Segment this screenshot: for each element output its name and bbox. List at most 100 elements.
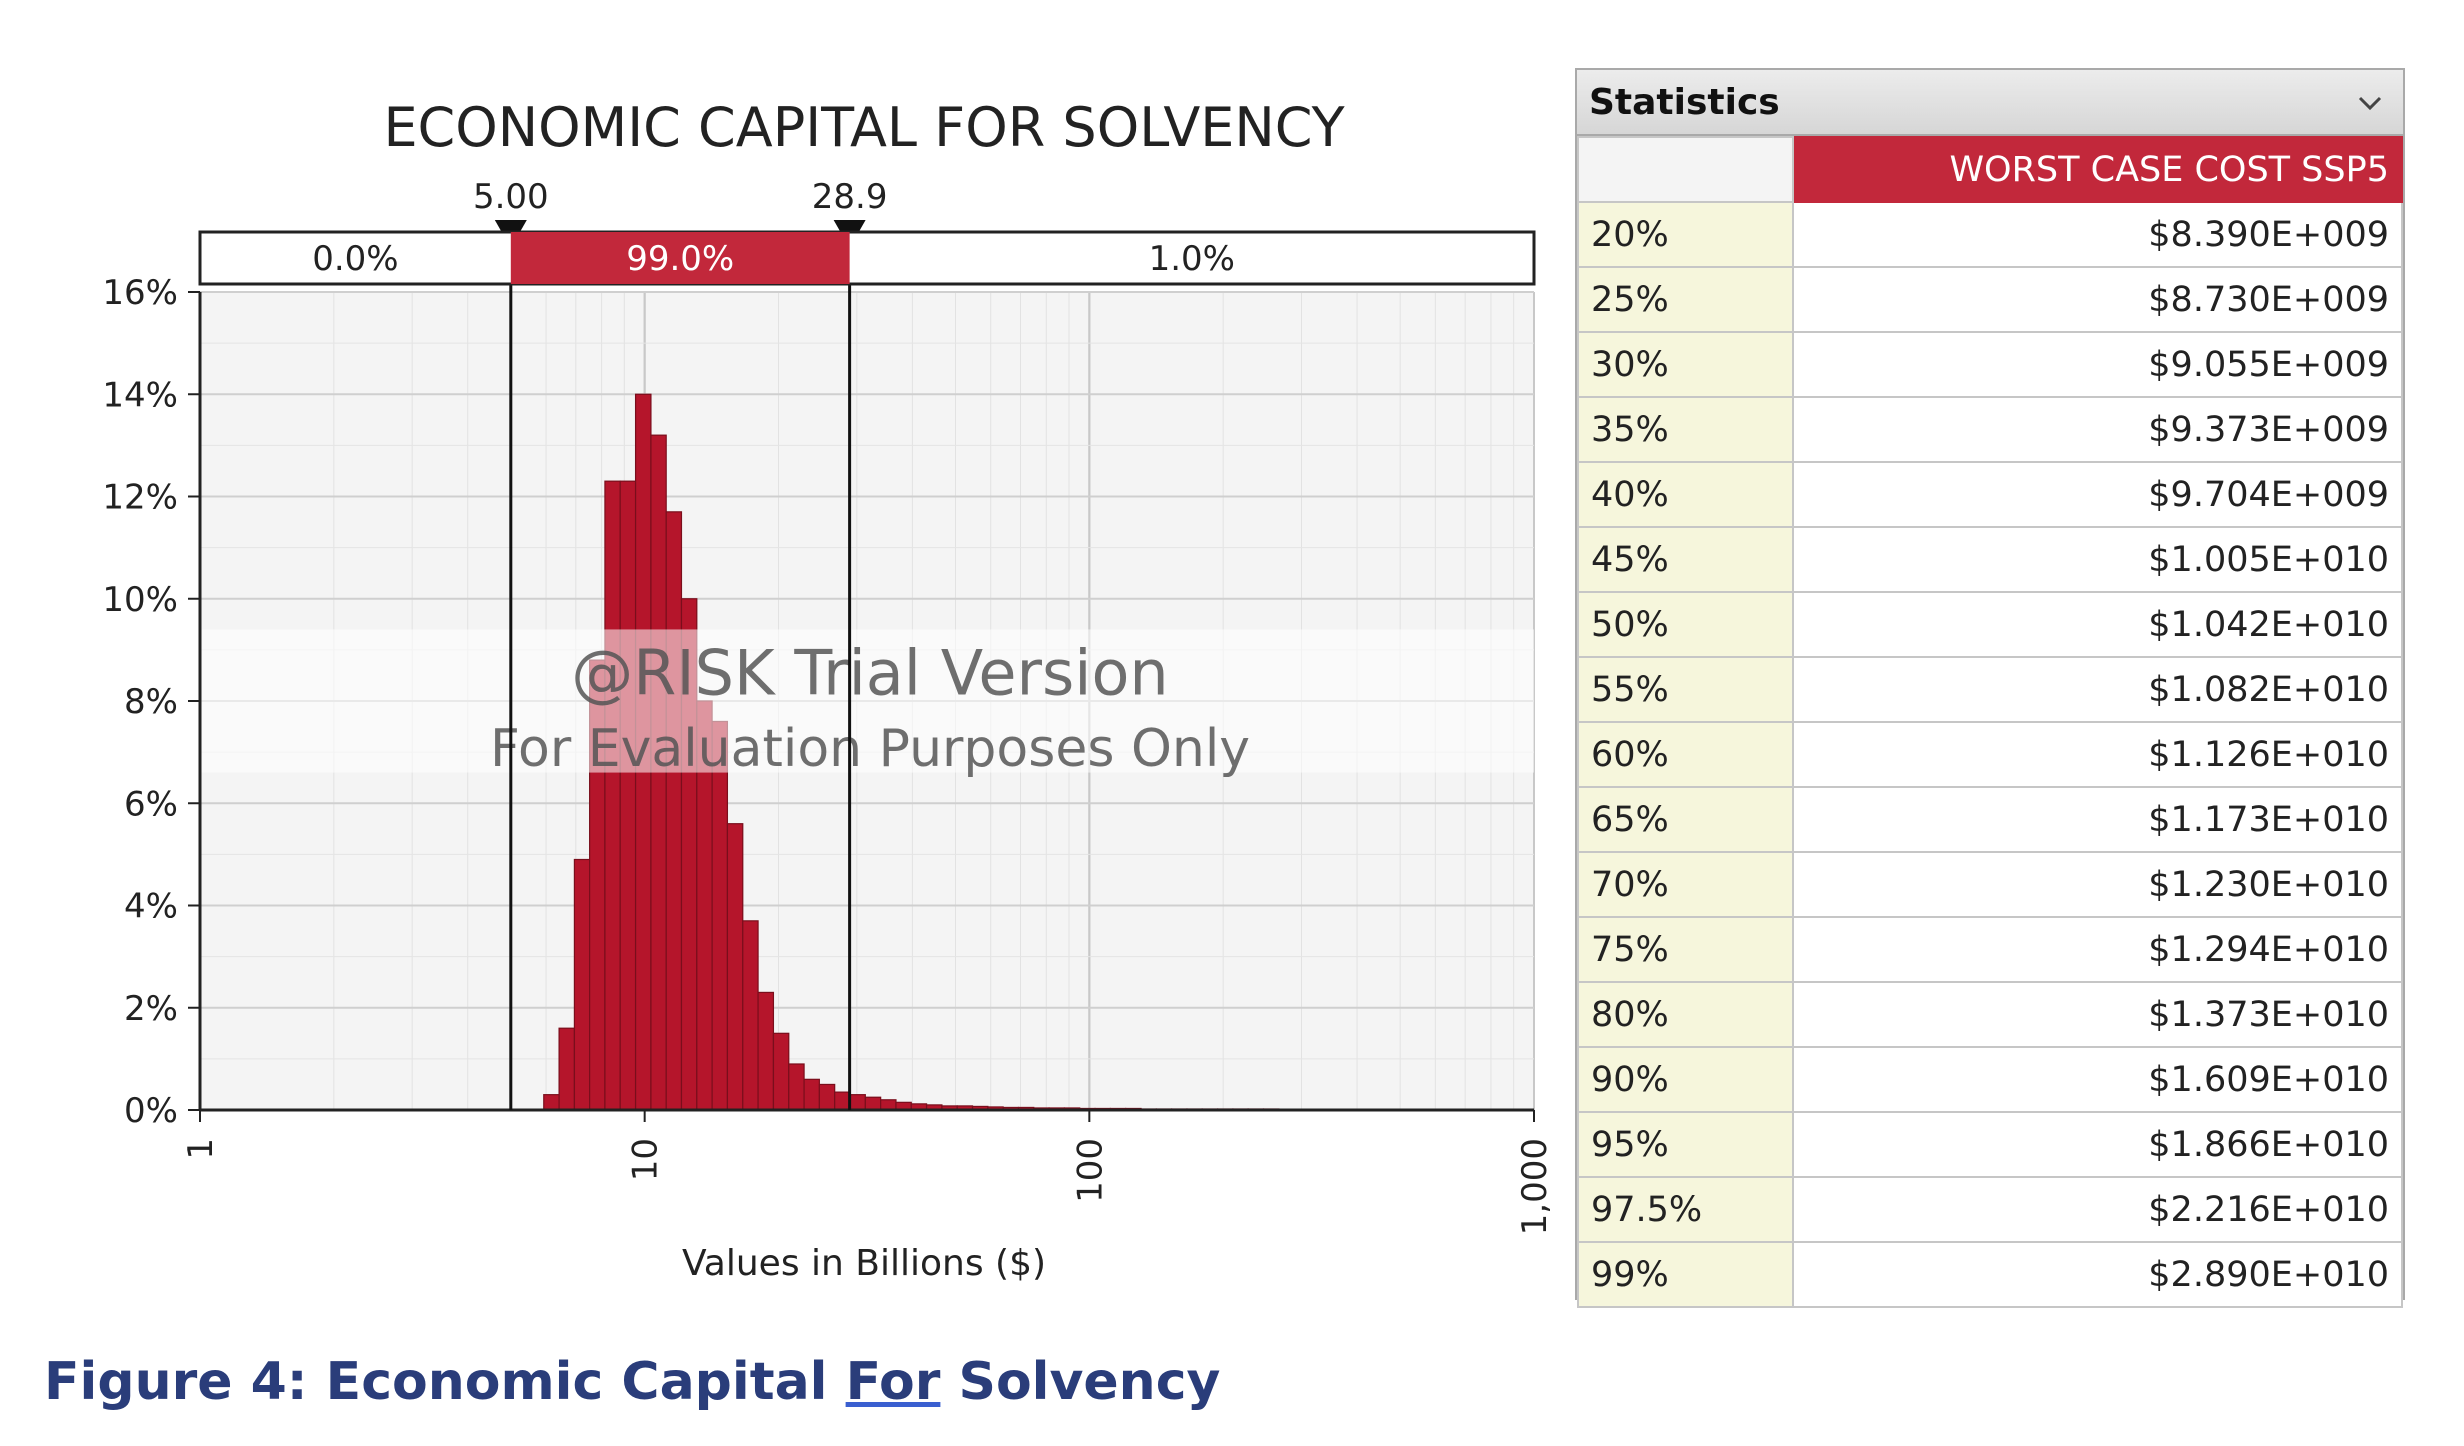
percentile-value: $2.216E+010: [1792, 1176, 2403, 1243]
percentile-label: 55%: [1577, 656, 1794, 723]
percentile-value: $1.005E+010: [1792, 526, 2403, 593]
percentile-value: $8.730E+009: [1792, 266, 2403, 333]
column-header: WORST CASE COST SSP5: [1792, 136, 2403, 203]
region-label: 0.0%: [312, 239, 398, 279]
axes: 0% 2% 4% 6% 8% 10% 12% 14% 16% 1 10 100 1,000: [102, 273, 1555, 1235]
percentile-value: $1.373E+010: [1792, 981, 2403, 1048]
y-tick-label: 10%: [102, 580, 178, 620]
percentile-label: 75%: [1577, 916, 1794, 983]
histogram-bar: [558, 1027, 576, 1111]
table-row: 50% $1.042E+010: [1577, 591, 2403, 658]
table-row: 40% $9.704E+009: [1577, 461, 2403, 528]
percentile-value: $1.866E+010: [1792, 1111, 2403, 1178]
percentile-value: $1.082E+010: [1792, 656, 2403, 723]
percentile-label: 97.5%: [1577, 1176, 1794, 1243]
table-row: 20% $8.390E+009: [1577, 201, 2403, 268]
header-corner: [1577, 136, 1794, 203]
percentile-label: 35%: [1577, 396, 1794, 463]
percentile-value: $2.890E+010: [1792, 1241, 2403, 1308]
region-middle: [510, 232, 850, 284]
delimiters[interactable]: 5.00 28.9: [473, 177, 888, 1110]
statistics-column-header-row: WORST CASE COST SSP5: [1577, 136, 2403, 203]
watermark-line-2: For Evaluation Purposes Only: [490, 719, 1250, 779]
figure-caption: Figure 4: Economic Capital For Solvency: [44, 1352, 1220, 1412]
histogram-bar: [573, 858, 591, 1111]
histogram-bar: [864, 1096, 882, 1111]
x-tick-label: 10: [626, 1138, 666, 1181]
caption-underlined: For: [845, 1352, 941, 1412]
percentile-label: 80%: [1577, 981, 1794, 1048]
y-tick-label: 16%: [102, 273, 178, 313]
table-row: 99% $2.890E+010: [1577, 1241, 2403, 1308]
statistics-header[interactable]: Statistics: [1577, 70, 2403, 136]
percentile-label: 99%: [1577, 1241, 1794, 1308]
delimiter-label: 28.9: [812, 177, 888, 217]
y-tick-label: 0%: [124, 1091, 178, 1131]
percentile-label: 65%: [1577, 786, 1794, 853]
percentile-value: $9.373E+009: [1792, 396, 2403, 463]
table-row: 70% $1.230E+010: [1577, 851, 2403, 918]
region-bar-frame: [198, 230, 1536, 286]
x-tick-label: 1: [181, 1138, 221, 1160]
percentile-value: $1.126E+010: [1792, 721, 2403, 788]
percentile-label: 25%: [1577, 266, 1794, 333]
percentile-value: $1.230E+010: [1792, 851, 2403, 918]
percentile-value: $1.173E+010: [1792, 786, 2403, 853]
table-row: 35% $9.373E+009: [1577, 396, 2403, 463]
y-tick-label: 14%: [102, 375, 178, 415]
table-row: 75% $1.294E+010: [1577, 916, 2403, 983]
statistics-title: Statistics: [1589, 82, 1780, 123]
percentile-value: $1.042E+010: [1792, 591, 2403, 658]
percentile-value: $1.294E+010: [1792, 916, 2403, 983]
histogram-bar: [619, 480, 637, 1111]
statistics-panel: Statistics WORST CASE COST SSP5 20% $8.39…: [1575, 68, 2405, 1308]
histogram-chart: @RISK Trial Version For Evaluation Purpos…: [102, 96, 1555, 1284]
y-tick-label: 8%: [124, 682, 178, 722]
table-row: 80% $1.373E+010: [1577, 981, 2403, 1048]
histogram-bar: [543, 1094, 560, 1111]
histogram-bar: [604, 480, 621, 1111]
percentile-label: 90%: [1577, 1046, 1794, 1113]
caption-prefix: Figure 4: Economic Capital: [44, 1352, 846, 1412]
percentile-label: 40%: [1577, 461, 1794, 528]
histogram-bar: [849, 1094, 866, 1111]
chevron-down-icon[interactable]: [2353, 86, 2387, 120]
percentile-label: 50%: [1577, 591, 1794, 658]
histogram-bar: [772, 1032, 790, 1111]
table-row: 97.5% $2.216E+010: [1577, 1176, 2403, 1243]
histogram-bar: [788, 1063, 805, 1111]
percentile-value: $9.704E+009: [1792, 461, 2403, 528]
caption-suffix: Solvency: [940, 1352, 1221, 1412]
percentile-value: $1.609E+010: [1792, 1046, 2403, 1113]
histogram-bar: [757, 991, 775, 1111]
percentile-label: 70%: [1577, 851, 1794, 918]
histogram-bar: [742, 920, 759, 1111]
x-axis-label: Values in Billions ($): [682, 1243, 1046, 1284]
watermark-background: [200, 629, 1534, 773]
table-row: 25% $8.730E+009: [1577, 266, 2403, 333]
percentile-value: $9.055E+009: [1792, 331, 2403, 398]
histogram-bar: [818, 1083, 836, 1111]
table-row: 60% $1.126E+010: [1577, 721, 2403, 788]
x-tick-label: 1,000: [1515, 1138, 1555, 1235]
histogram-bar: [665, 511, 683, 1111]
percentile-value: $8.390E+009: [1792, 201, 2403, 268]
region-bar: 0.0% 99.0% 1.0%: [198, 230, 1536, 286]
table-row: 45% $1.005E+010: [1577, 526, 2403, 593]
chart-title: ECONOMIC CAPITAL FOR SOLVENCY: [383, 96, 1345, 159]
histogram-bar: [803, 1078, 820, 1111]
table-row: 30% $9.055E+009: [1577, 331, 2403, 398]
y-tick-label: 12%: [102, 478, 178, 518]
watermark-line-1: @RISK Trial Version: [571, 637, 1168, 710]
table-row: 65% $1.173E+010: [1577, 786, 2403, 853]
statistics-table: WORST CASE COST SSP5 20% $8.390E+009 25% $8…: [1577, 136, 2403, 1308]
region-label: 1.0%: [1149, 239, 1235, 279]
watermark-band: @RISK Trial Version For Evaluation Purpos…: [200, 629, 1534, 779]
histogram-bar: [726, 823, 744, 1111]
y-tick-label: 2%: [124, 989, 178, 1029]
percentile-label: 45%: [1577, 526, 1794, 593]
percentile-label: 95%: [1577, 1111, 1794, 1178]
histogram-bar: [880, 1099, 897, 1111]
delimiter-label: 5.00: [473, 177, 549, 217]
histogram-bar: [834, 1091, 851, 1111]
